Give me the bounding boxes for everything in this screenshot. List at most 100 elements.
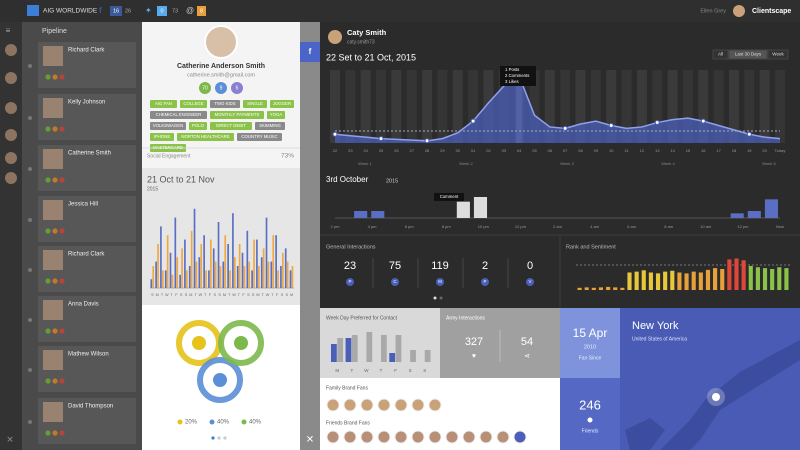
tag[interactable] xyxy=(177,133,234,141)
tag-label: TWO KIDS xyxy=(214,101,235,106)
pager-dot[interactable] xyxy=(223,436,227,440)
map-pin[interactable] xyxy=(712,393,720,401)
tag[interactable] xyxy=(210,100,240,108)
tag[interactable] xyxy=(243,100,267,108)
weekday-label: W xyxy=(364,368,369,373)
day-column xyxy=(391,70,402,143)
timeline-point[interactable] xyxy=(746,131,752,137)
interactions: 23 P 75 C 119 M 2 P 0 V xyxy=(344,258,534,288)
fan-avatar[interactable] xyxy=(394,398,408,412)
day-letter: T xyxy=(194,293,197,297)
timeline-point[interactable] xyxy=(700,118,706,124)
select-dot[interactable] xyxy=(28,268,32,272)
pager-dot[interactable] xyxy=(439,296,443,300)
tag[interactable] xyxy=(210,111,264,119)
day-letter: S xyxy=(281,293,284,297)
email-icon: @ xyxy=(186,6,194,15)
avatar[interactable] xyxy=(5,172,17,184)
day-column xyxy=(437,70,448,143)
fan-avatar[interactable] xyxy=(326,398,340,412)
timeline-point[interactable] xyxy=(378,136,384,142)
fan-avatar[interactable] xyxy=(377,430,391,444)
pager-dot[interactable] xyxy=(433,296,437,300)
status-dot xyxy=(52,430,58,436)
user-avatar[interactable] xyxy=(733,5,745,17)
tag[interactable] xyxy=(180,100,207,108)
engagement-value: 73% xyxy=(281,153,294,160)
fan-avatar[interactable] xyxy=(513,430,527,444)
day-column xyxy=(682,70,693,143)
fan-avatar[interactable] xyxy=(496,430,510,444)
menu-icon[interactable]: ≡ xyxy=(6,26,11,35)
tag[interactable] xyxy=(150,111,207,119)
fan-avatar[interactable] xyxy=(360,398,374,412)
tag[interactable] xyxy=(189,122,207,130)
day-letter: S xyxy=(252,293,255,297)
timeline-point[interactable] xyxy=(424,138,430,144)
rank-bar xyxy=(613,287,618,290)
contact-name: David Thompson xyxy=(68,404,113,410)
tooltip-line: 3 Likes xyxy=(505,79,519,84)
activity-bar xyxy=(291,266,294,288)
close-button[interactable]: ✕ xyxy=(6,434,14,444)
badge xyxy=(157,6,167,16)
account-name[interactable]: AIG WORLDWIDE xyxy=(43,8,98,15)
x-tick-label: 07 xyxy=(563,148,568,153)
time-label: Now xyxy=(776,224,784,229)
timeline-point[interactable] xyxy=(608,122,614,128)
range-button[interactable] xyxy=(767,49,789,60)
timeline-point[interactable] xyxy=(654,120,660,126)
select-dot[interactable] xyxy=(28,64,32,68)
x-tick-label: 16 xyxy=(701,148,706,153)
tag[interactable] xyxy=(150,122,186,130)
fan-avatar[interactable] xyxy=(428,430,442,444)
timeline-point[interactable] xyxy=(562,125,568,131)
facebook-tab[interactable] xyxy=(300,42,320,62)
fan-avatar[interactable] xyxy=(411,430,425,444)
select-dot[interactable] xyxy=(28,167,32,171)
tag[interactable] xyxy=(150,133,174,141)
fan-avatar[interactable] xyxy=(445,430,459,444)
select-dot[interactable] xyxy=(28,116,32,120)
status-dot xyxy=(52,74,58,80)
rank-bar xyxy=(577,287,582,290)
range-label: Week xyxy=(772,52,784,57)
avatar[interactable] xyxy=(5,129,17,141)
fan-avatar[interactable] xyxy=(394,430,408,444)
avatar[interactable] xyxy=(5,72,17,84)
tag[interactable] xyxy=(150,100,177,108)
fan-avatar[interactable] xyxy=(462,430,476,444)
tag[interactable] xyxy=(267,111,285,119)
avatar[interactable] xyxy=(5,102,17,114)
x-tick-label: 14 xyxy=(670,148,675,153)
fan-avatar[interactable] xyxy=(326,430,340,444)
activity-bar xyxy=(277,270,279,288)
fan-avatar[interactable] xyxy=(360,430,374,444)
fan-avatar[interactable] xyxy=(343,430,357,444)
activity-bar xyxy=(272,235,275,288)
select-dot[interactable] xyxy=(28,420,32,424)
time-label: 8 pm xyxy=(442,224,452,229)
fan-avatar[interactable] xyxy=(479,430,493,444)
pager-dot[interactable] xyxy=(211,436,215,440)
fan-avatar[interactable] xyxy=(411,398,425,412)
fan-avatar[interactable] xyxy=(343,398,357,412)
user-name[interactable]: Ellen Grey xyxy=(700,8,726,14)
tag[interactable] xyxy=(210,122,252,130)
tag[interactable] xyxy=(255,122,285,130)
range-button[interactable] xyxy=(728,49,768,60)
avatar[interactable] xyxy=(5,44,17,56)
fan-avatar[interactable] xyxy=(428,398,442,412)
timeline-point[interactable] xyxy=(470,118,476,124)
tag[interactable] xyxy=(237,133,282,141)
avatar[interactable] xyxy=(5,152,17,164)
range-button[interactable] xyxy=(712,49,729,60)
tag[interactable] xyxy=(270,100,294,108)
timeline-point[interactable] xyxy=(332,131,338,137)
select-dot[interactable] xyxy=(28,218,32,222)
close-button[interactable]: ✕ xyxy=(306,435,314,446)
fan-avatar[interactable] xyxy=(377,398,391,412)
select-dot[interactable] xyxy=(28,318,32,322)
pager-dot[interactable] xyxy=(217,436,221,440)
select-dot[interactable] xyxy=(28,368,32,372)
